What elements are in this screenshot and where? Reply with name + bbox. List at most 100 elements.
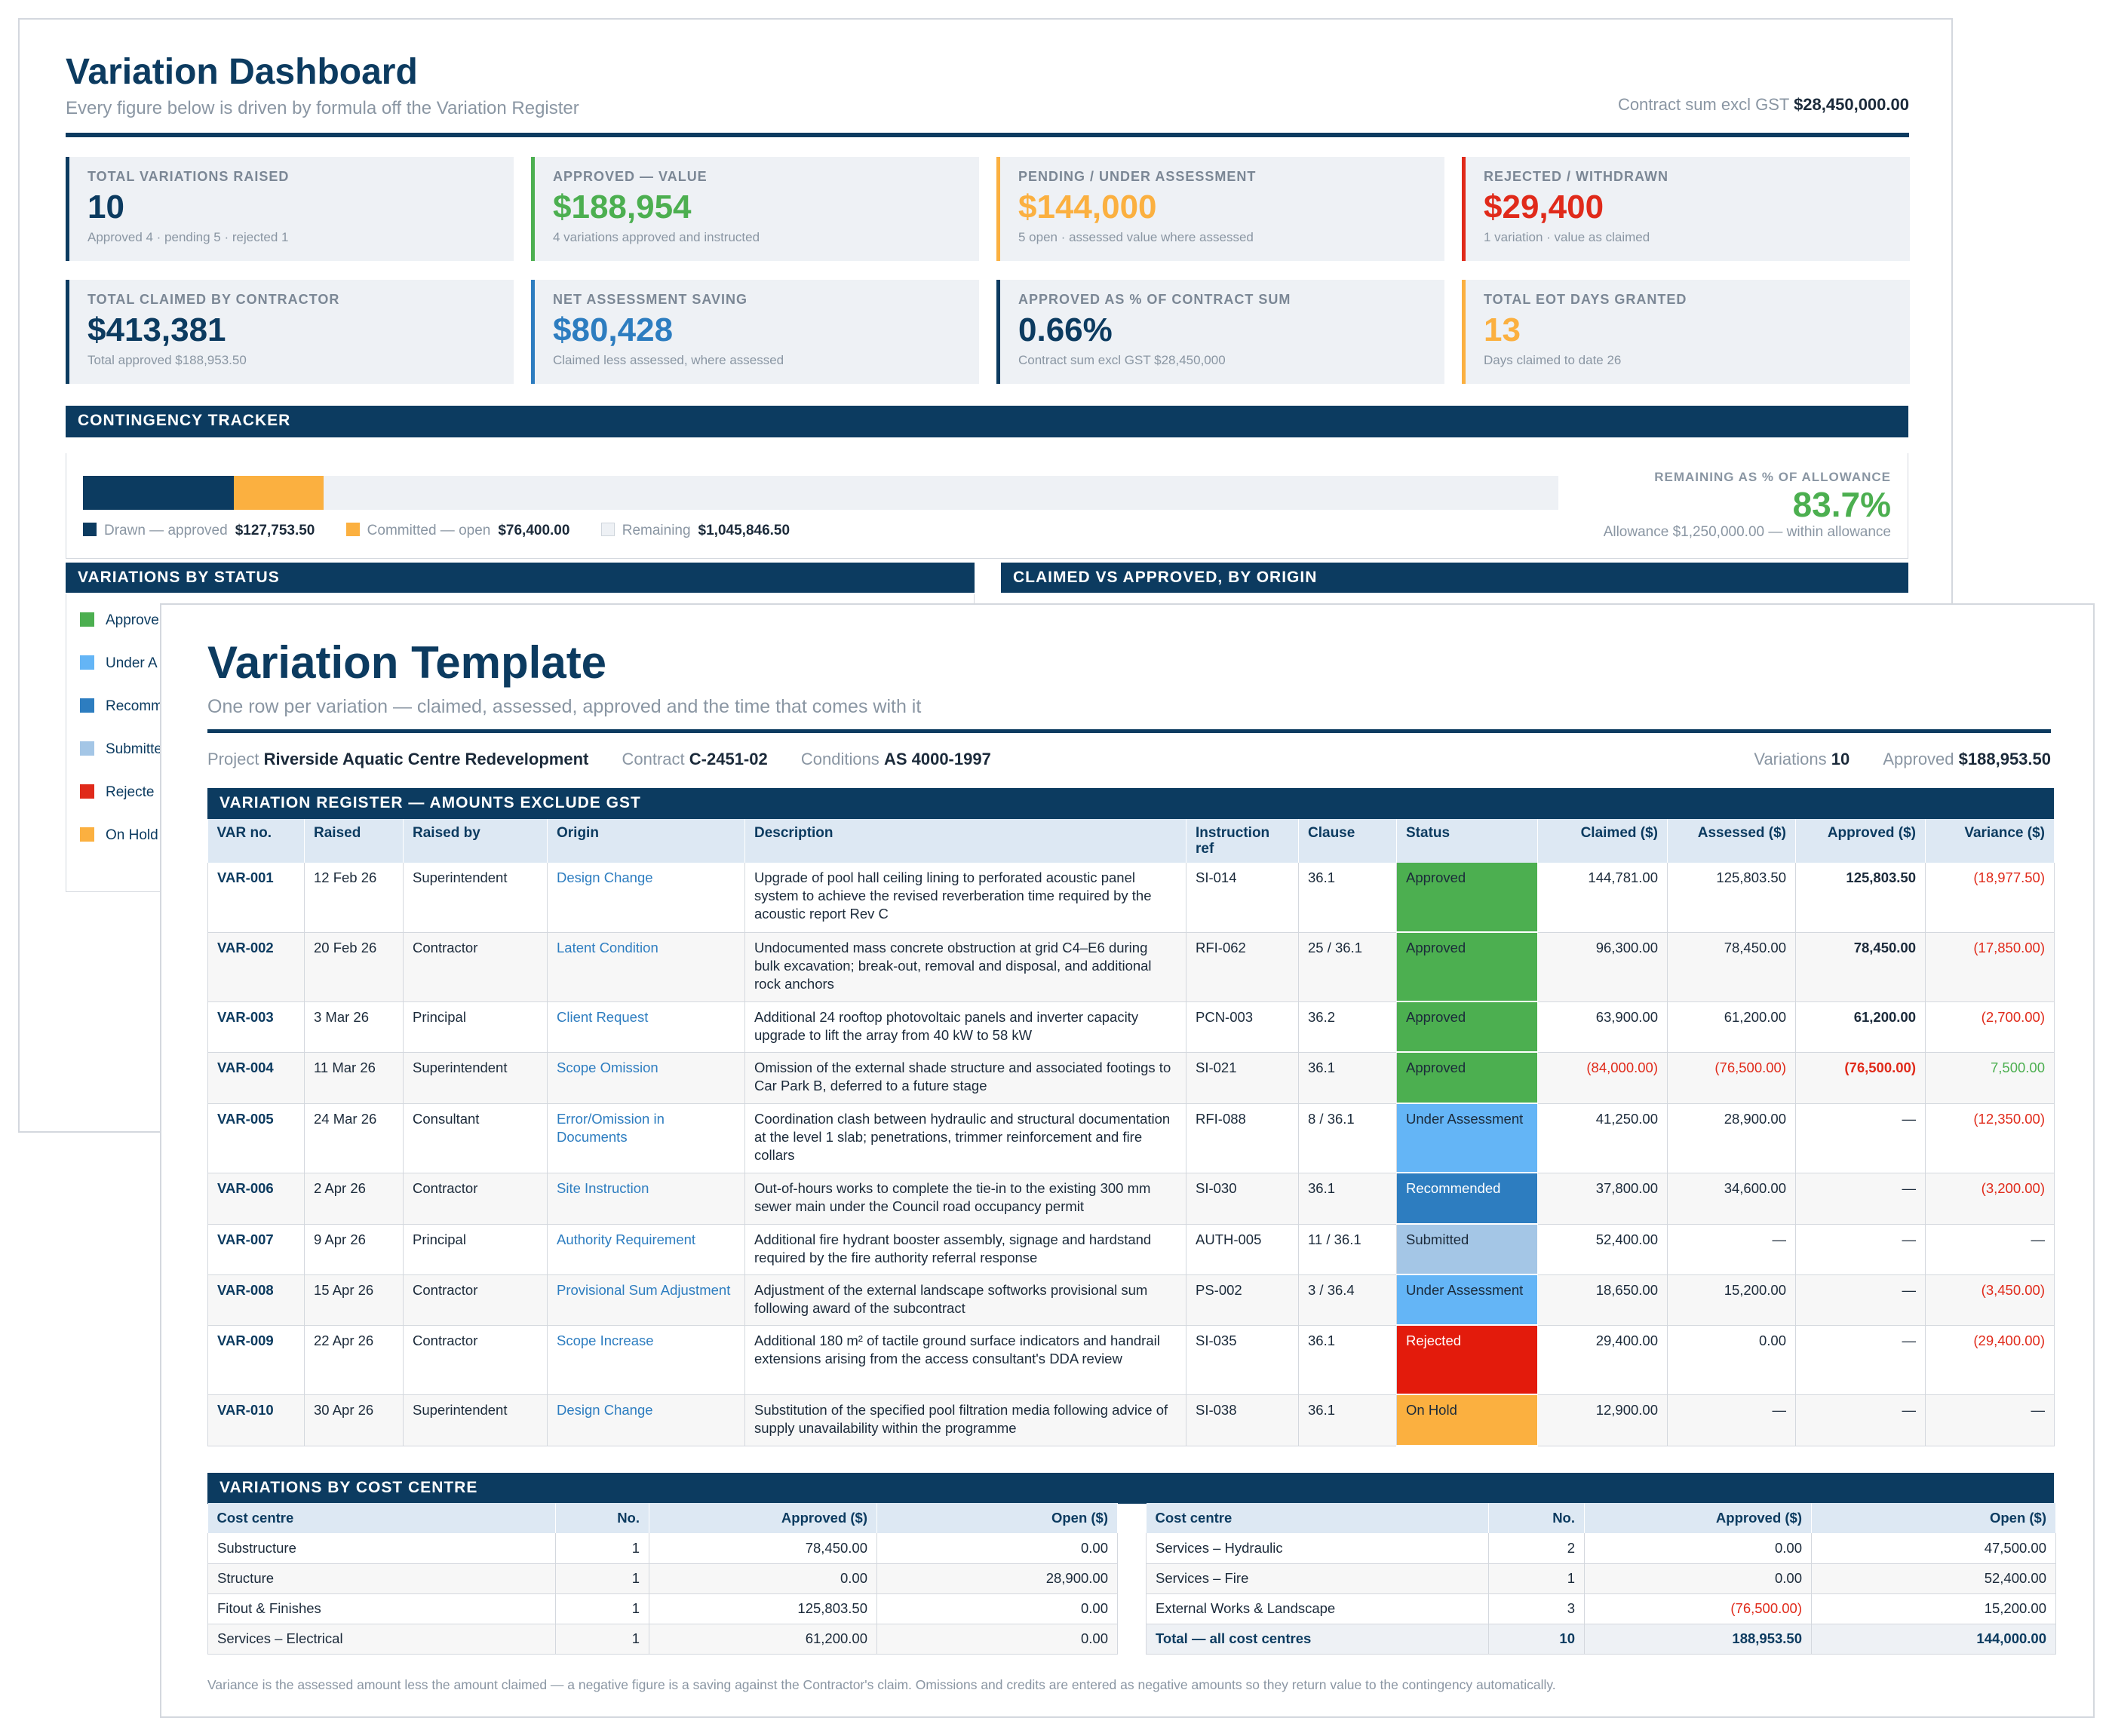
description: Adjustment of the external landscape sof… xyxy=(744,1274,1186,1326)
status-legend-item: Approve xyxy=(80,612,159,629)
status-badge[interactable]: Recommended xyxy=(1396,1173,1538,1225)
cc-approved: 0.00 xyxy=(649,1563,877,1594)
cc-name: External Works & Landscape xyxy=(1146,1593,1489,1624)
status-badge[interactable]: Approved xyxy=(1396,863,1538,933)
legend-committed: Committed — open $76,400.00 xyxy=(345,523,569,538)
cc-name: Fitout & Finishes xyxy=(207,1593,556,1624)
register-column-header: Status xyxy=(1396,819,1538,863)
instruction-ref: PS-002 xyxy=(1186,1274,1299,1326)
origin-link[interactable]: Client Request xyxy=(547,1001,745,1053)
status-badge[interactable]: Under Assessment xyxy=(1396,1274,1538,1326)
register-column-header: Clause xyxy=(1298,819,1397,863)
cc-column-header: Cost centre xyxy=(1146,1503,1489,1533)
kpi-subtext: Approved 4 · pending 5 · rejected 1 xyxy=(87,230,289,244)
cc-row: Services – Electrical 1 61,200.00 0.00 xyxy=(207,1624,1118,1655)
origin-link[interactable]: Scope Increase xyxy=(547,1325,745,1395)
kpi-value: $188,954 xyxy=(553,189,692,225)
status-badge[interactable]: Approved xyxy=(1396,1052,1538,1104)
remaining-swatch-icon xyxy=(600,523,615,536)
origin-link[interactable]: Provisional Sum Adjustment xyxy=(547,1274,745,1326)
description: Undocumented mass concrete obstruction a… xyxy=(744,932,1186,1002)
table-row[interactable]: VAR-005 24 Mar 26 Consultant Error/Omission… xyxy=(207,1103,2055,1173)
origin-link[interactable]: Site Instruction xyxy=(547,1173,745,1225)
raised-by: Contractor xyxy=(403,1325,548,1395)
kpi-label: APPROVED — VALUE xyxy=(553,169,708,184)
var-number: VAR-003 xyxy=(207,1001,305,1053)
legend-remaining-label: Remaining xyxy=(622,523,691,538)
raised-date: 30 Apr 26 xyxy=(304,1394,404,1446)
table-row[interactable]: VAR-006 2 Apr 26 Contractor Site Instructio… xyxy=(207,1173,2055,1225)
cc-count: 1 xyxy=(555,1533,649,1564)
legend-drawn: Drawn — approved $127,753.50 xyxy=(83,523,315,538)
dashboard-subtitle: Every figure below is driven by formula … xyxy=(66,98,579,118)
description: Upgrade of pool hall ceiling lining to p… xyxy=(744,863,1186,933)
raised-date: 22 Apr 26 xyxy=(304,1325,404,1395)
assessed-amount: 15,200.00 xyxy=(1667,1274,1796,1326)
status-badge[interactable]: On Hold xyxy=(1396,1394,1538,1446)
variance-amount: (2,700.00) xyxy=(1925,1001,2055,1053)
assessed-amount: 61,200.00 xyxy=(1667,1001,1796,1053)
raised-date: 2 Apr 26 xyxy=(304,1173,404,1225)
cc-total-row: Total — all cost centres 10 188,953.50 144,… xyxy=(1146,1624,2056,1655)
cc-count: 2 xyxy=(1488,1533,1585,1564)
table-row[interactable]: VAR-001 12 Feb 26 Superintendent Design Cha… xyxy=(207,863,2055,933)
cc-approved: 61,200.00 xyxy=(649,1624,877,1655)
dashboard-title: Variation Dashboard xyxy=(66,52,418,92)
footnote: Variance is the assessed amount less the… xyxy=(207,1677,1556,1692)
origin-link[interactable]: Design Change xyxy=(547,1394,745,1446)
status-badge[interactable]: Approved xyxy=(1396,1001,1538,1053)
kpi-card: TOTAL CLAIMED BY CONTRACTOR $413,381 Total… xyxy=(66,280,514,384)
cc-open: 0.00 xyxy=(876,1593,1118,1624)
status-badge[interactable]: Under Assessment xyxy=(1396,1103,1538,1173)
kpi-subtext: 1 variation · value as claimed xyxy=(1484,230,1650,244)
legend-remaining: Remaining $1,045,846.50 xyxy=(600,523,790,538)
table-row[interactable]: VAR-007 9 Apr 26 Principal Authority Requir… xyxy=(207,1224,2055,1275)
table-row[interactable]: VAR-010 30 Apr 26 Superintendent Design Cha… xyxy=(207,1394,2055,1446)
instruction-ref: PCN-003 xyxy=(1186,1001,1299,1053)
status-legend-label: Recomm xyxy=(106,698,164,714)
var-number: VAR-002 xyxy=(207,932,305,1002)
origin-link[interactable]: Design Change xyxy=(547,863,745,933)
raised-date: 3 Mar 26 xyxy=(304,1001,404,1053)
origin-link[interactable]: Latent Condition xyxy=(547,932,745,1002)
approved-amount: 125,803.50 xyxy=(1795,863,1926,933)
instruction-ref: SI-030 xyxy=(1186,1173,1299,1225)
project-meta: Project Riverside Aquatic Centre Redevel… xyxy=(207,750,991,769)
raised-date: 15 Apr 26 xyxy=(304,1274,404,1326)
table-row[interactable]: VAR-008 15 Apr 26 Contractor Provisional Su… xyxy=(207,1274,2055,1326)
status-legend-label: Submitte xyxy=(106,741,162,757)
table-row[interactable]: VAR-002 20 Feb 26 Contractor Latent Conditi… xyxy=(207,932,2055,1002)
var-number: VAR-006 xyxy=(207,1173,305,1225)
table-row[interactable]: VAR-009 22 Apr 26 Contractor Scope Increase… xyxy=(207,1325,2055,1395)
register-column-header: Origin xyxy=(547,819,745,863)
cc-row: Structure 1 0.00 28,900.00 xyxy=(207,1563,1118,1594)
cc-column-header: Approved ($) xyxy=(1584,1503,1812,1533)
variance-amount: — xyxy=(1925,1394,2055,1446)
origin-link[interactable]: Authority Requirement xyxy=(547,1224,745,1275)
status-badge[interactable]: Submitted xyxy=(1396,1224,1538,1275)
claimed-amount: 96,300.00 xyxy=(1537,932,1668,1002)
status-badge[interactable]: Approved xyxy=(1396,932,1538,1002)
assessed-amount: — xyxy=(1667,1394,1796,1446)
kpi-label: REJECTED / WITHDRAWN xyxy=(1484,169,1668,184)
cost-centre-table-left: Cost centre No. Approved ($) Open ($) Subst… xyxy=(207,1503,1118,1655)
origin-link[interactable]: Error/Omission in Documents xyxy=(547,1103,745,1173)
cc-row: Services – Fire 1 0.00 52,400.00 xyxy=(1146,1563,2056,1594)
var-number: VAR-005 xyxy=(207,1103,305,1173)
cc-row: Fitout & Finishes 1 125,803.50 0.00 xyxy=(207,1593,1118,1624)
kpi-label: NET ASSESSMENT SAVING xyxy=(553,292,748,307)
table-row[interactable]: VAR-004 11 Mar 26 Superintendent Scope Omis… xyxy=(207,1052,2055,1104)
raised-by: Principal xyxy=(403,1001,548,1053)
cc-open: 15,200.00 xyxy=(1811,1593,2056,1624)
approved-amount: — xyxy=(1795,1173,1926,1225)
status-badge[interactable]: Rejected xyxy=(1396,1325,1538,1395)
claimed-amount: 41,250.00 xyxy=(1537,1103,1668,1173)
var-number: VAR-010 xyxy=(207,1394,305,1446)
variation-template-sheet: Variation Template One row per variation… xyxy=(160,603,2095,1718)
table-row[interactable]: VAR-003 3 Mar 26 Principal Client Request Ad… xyxy=(207,1001,2055,1053)
var-number: VAR-007 xyxy=(207,1224,305,1275)
description: Additional 180 m² of tactile ground surf… xyxy=(744,1325,1186,1395)
origin-link[interactable]: Scope Omission xyxy=(547,1052,745,1104)
contract-sum-label: Contract sum excl GST xyxy=(1617,95,1789,114)
contract-sum: Contract sum excl GST $28,450,000.00 xyxy=(1618,95,1909,115)
